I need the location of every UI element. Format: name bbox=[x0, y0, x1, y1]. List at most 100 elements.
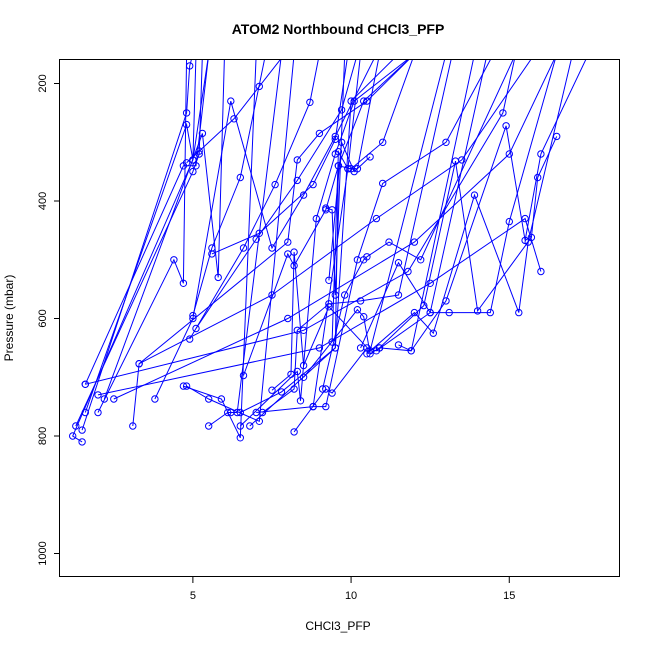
data-point bbox=[287, 370, 295, 378]
data-point bbox=[214, 273, 222, 282]
data-point bbox=[553, 132, 561, 141]
y-tick-label: 1000 bbox=[37, 541, 49, 565]
data-point bbox=[394, 291, 403, 299]
data-point bbox=[290, 385, 298, 393]
data-point bbox=[284, 314, 292, 323]
data-point bbox=[429, 329, 437, 337]
data-point bbox=[394, 341, 403, 349]
data-point bbox=[94, 408, 102, 417]
series-line bbox=[138, 60, 532, 365]
data-point bbox=[230, 115, 238, 123]
data-point bbox=[410, 238, 419, 246]
series-14 bbox=[239, 60, 409, 380]
data-point bbox=[94, 391, 102, 399]
data-point bbox=[268, 386, 276, 394]
series-18 bbox=[268, 60, 446, 394]
data-point bbox=[442, 297, 450, 305]
data-point bbox=[417, 256, 425, 264]
series-line bbox=[312, 60, 379, 407]
series-3 bbox=[78, 60, 194, 434]
data-point bbox=[353, 165, 362, 173]
data-point bbox=[271, 180, 279, 189]
series-line bbox=[303, 60, 474, 378]
data-point bbox=[205, 395, 213, 403]
x-tick-label: 15 bbox=[503, 590, 515, 602]
data-point bbox=[470, 191, 479, 199]
data-point bbox=[360, 97, 368, 105]
series-line bbox=[113, 60, 555, 400]
data-point bbox=[239, 244, 248, 252]
series-30 bbox=[192, 60, 357, 333]
series-line bbox=[186, 60, 295, 423]
series-5 bbox=[94, 60, 188, 417]
data-point bbox=[81, 408, 90, 417]
series-21 bbox=[318, 60, 514, 393]
series-line bbox=[331, 60, 361, 343]
series-line bbox=[189, 60, 319, 340]
data-point bbox=[379, 179, 387, 188]
data-point bbox=[189, 167, 197, 176]
data-point bbox=[420, 301, 428, 310]
series-34 bbox=[189, 60, 265, 320]
y-tick-label: 800 bbox=[37, 427, 49, 445]
series-line bbox=[240, 60, 394, 413]
series-line bbox=[97, 217, 542, 396]
data-point bbox=[129, 422, 137, 430]
series-line bbox=[328, 142, 371, 281]
data-point bbox=[505, 150, 513, 158]
data-point bbox=[186, 335, 194, 343]
series-25 bbox=[394, 60, 587, 355]
data-point bbox=[534, 173, 542, 182]
data-point bbox=[299, 373, 308, 381]
data-point bbox=[299, 191, 308, 199]
data-point bbox=[426, 308, 434, 317]
data-point bbox=[318, 385, 327, 393]
data-point bbox=[331, 135, 339, 144]
data-point bbox=[502, 122, 510, 130]
data-point bbox=[356, 344, 365, 352]
data-point bbox=[208, 244, 216, 252]
data-point bbox=[179, 279, 188, 287]
data-point bbox=[110, 395, 118, 403]
data-point bbox=[394, 259, 403, 267]
data-point bbox=[486, 308, 494, 317]
data-point bbox=[410, 308, 419, 317]
data-point bbox=[322, 402, 330, 411]
data-point bbox=[81, 380, 90, 388]
x-axis-ticks: 5 10 15 bbox=[190, 577, 515, 602]
data-point bbox=[325, 303, 333, 311]
data-point bbox=[372, 214, 381, 223]
series-line bbox=[97, 60, 188, 413]
data-point bbox=[277, 388, 286, 396]
series-layer bbox=[69, 60, 587, 446]
series-31 bbox=[186, 60, 319, 343]
data-point bbox=[312, 214, 320, 223]
data-point bbox=[322, 385, 330, 393]
data-point bbox=[246, 422, 254, 430]
data-point bbox=[236, 408, 245, 417]
data-point bbox=[309, 402, 317, 411]
series-line bbox=[84, 60, 209, 385]
series-line bbox=[192, 60, 265, 316]
series-28 bbox=[110, 60, 555, 403]
series-line bbox=[211, 60, 348, 255]
data-point bbox=[458, 156, 466, 164]
series-6 bbox=[100, 60, 225, 403]
data-point bbox=[182, 120, 191, 129]
chart-title: ATOM2 Northbound CHCl3_PFP bbox=[232, 21, 445, 37]
series-15 bbox=[246, 60, 413, 430]
series-line bbox=[186, 60, 281, 164]
y-tick-label: 600 bbox=[37, 309, 49, 327]
data-point bbox=[366, 153, 374, 161]
series-33 bbox=[182, 60, 281, 167]
data-point bbox=[426, 279, 434, 287]
x-tick-label: 5 bbox=[190, 590, 196, 602]
data-point bbox=[296, 397, 305, 405]
data-point bbox=[299, 361, 308, 370]
y-axis-label: Pressure (mbar) bbox=[2, 275, 16, 362]
data-point bbox=[224, 408, 232, 417]
series-1 bbox=[72, 60, 203, 430]
series-32 bbox=[208, 60, 348, 258]
data-point bbox=[293, 176, 301, 185]
data-point bbox=[290, 428, 298, 436]
